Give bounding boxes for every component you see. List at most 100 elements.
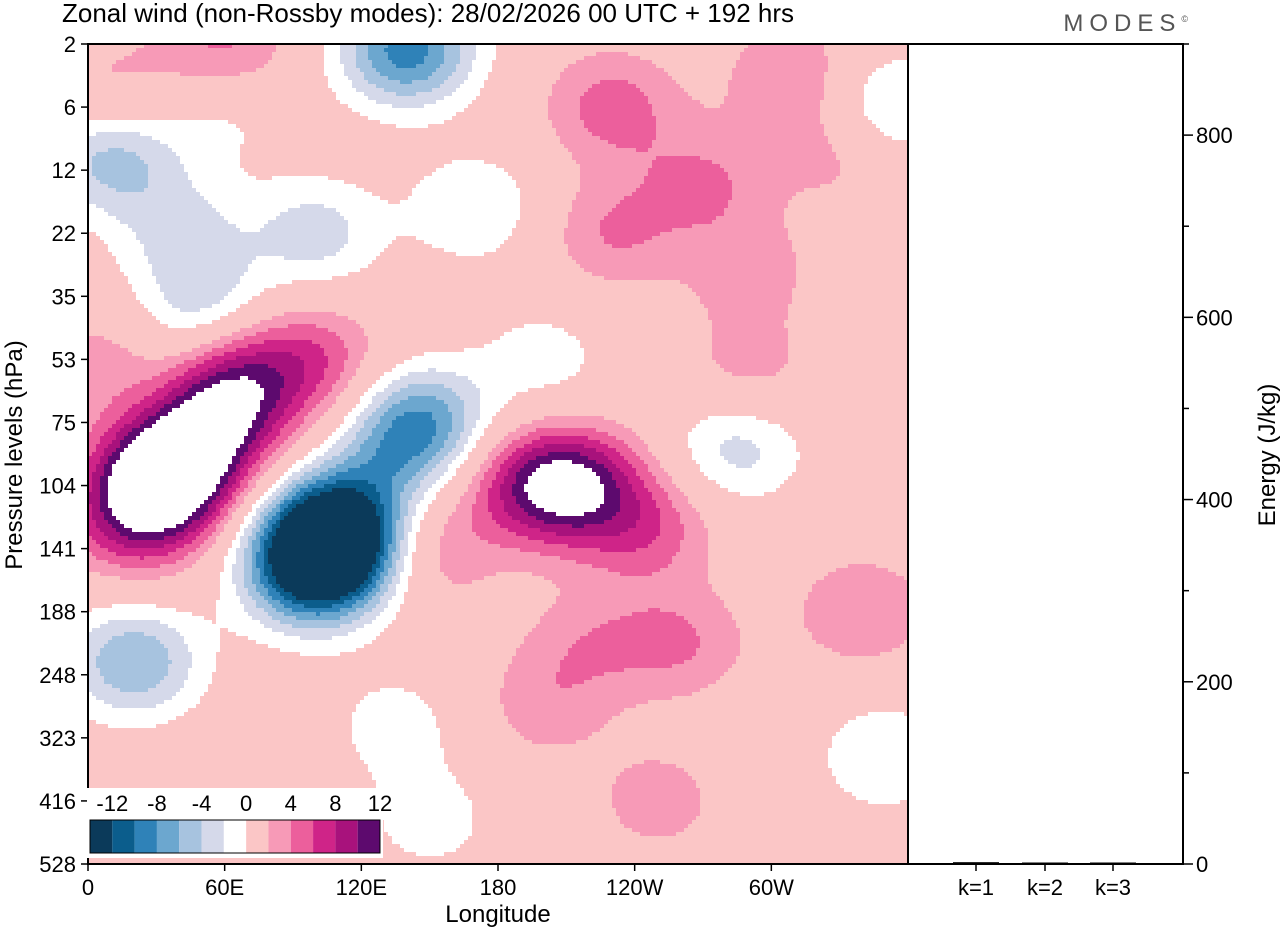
contour-cell [260, 540, 264, 544]
contour-cell [420, 528, 444, 532]
contour-cell [660, 520, 680, 524]
contour-cell [104, 532, 120, 536]
contour-cell [644, 180, 732, 184]
contour-cell [660, 464, 700, 468]
contour-cell [228, 492, 232, 496]
contour-cell [464, 792, 612, 796]
contour-cell [608, 456, 624, 460]
contour-cell [572, 156, 656, 160]
contour-cell [348, 352, 364, 356]
contour-cell [784, 428, 908, 432]
contour-cell [88, 344, 120, 348]
contour-cell [396, 564, 404, 568]
contour-cell [264, 420, 276, 424]
contour-cell [808, 596, 908, 600]
contour-cell [572, 204, 616, 208]
contour-cell [312, 476, 328, 480]
contour-cell [260, 568, 264, 572]
contour-cell [200, 532, 212, 536]
contour-cell [440, 548, 520, 552]
contour-cell [260, 292, 696, 296]
contour-cell [88, 784, 376, 788]
contour-cell [520, 456, 536, 460]
contour-cell [832, 144, 908, 148]
contour-cell [824, 80, 868, 84]
contour-cell [512, 724, 604, 728]
contour-cell [392, 500, 400, 504]
colorbar-swatch [179, 820, 202, 853]
contour-cell [440, 540, 488, 544]
energy-tick-label: 0 [1196, 852, 1208, 877]
contour-cell [792, 292, 908, 296]
contour-cell [596, 460, 612, 464]
contour-cell [400, 500, 408, 504]
contour-cell [580, 180, 644, 184]
contour-cell [500, 696, 672, 700]
contour-cell [208, 688, 380, 692]
contour-cell [128, 224, 236, 228]
contour-cell [268, 504, 276, 508]
contour-cell [784, 212, 908, 216]
contour-cell [100, 488, 108, 492]
contour-cell [92, 508, 100, 512]
contour-cell [436, 420, 452, 424]
contour-cell [636, 492, 652, 496]
contour-cell [156, 684, 184, 688]
contour-cell [740, 56, 828, 60]
contour-cell [388, 568, 396, 572]
contour-cell [708, 544, 908, 548]
contour-cell [260, 548, 264, 552]
contour-cell [88, 84, 328, 88]
contour-cell [420, 696, 500, 700]
contour-cell [820, 108, 864, 112]
contour-cell [232, 568, 244, 572]
contour-cell [384, 568, 388, 572]
contour-cell [656, 120, 820, 124]
contour-cell [116, 420, 132, 424]
contour-cell [88, 636, 112, 640]
contour-cell [704, 104, 720, 108]
bar-category-label: k=1 [958, 875, 994, 900]
contour-cell [668, 496, 688, 500]
contour-cell [88, 780, 376, 784]
contour-cell [348, 76, 364, 80]
y-tick-label: 528 [39, 852, 76, 877]
contour-cell [696, 652, 740, 656]
contour-cell [280, 600, 292, 604]
contour-cell [384, 592, 396, 596]
contour-cell [244, 440, 252, 444]
contour-cell [632, 484, 644, 488]
contour-cell [208, 684, 504, 688]
contour-cell [108, 404, 132, 408]
contour-cell [216, 516, 224, 520]
contour-cell [592, 628, 696, 632]
contour-cell [260, 572, 264, 576]
contour-cell [88, 548, 108, 552]
contour-cell [256, 352, 292, 356]
contour-cell [88, 588, 220, 592]
contour-cell [372, 428, 388, 432]
contour-cell [284, 500, 292, 504]
contour-cell [324, 460, 344, 464]
contour-cell [356, 184, 416, 188]
contour-cell [116, 552, 168, 556]
contour-cell [648, 464, 660, 468]
contour-cell [712, 328, 788, 332]
contour-cell [116, 188, 144, 192]
contour-cell [648, 444, 688, 448]
contour-cell [236, 592, 248, 596]
contour-cell [348, 456, 372, 460]
contour-cell [164, 528, 184, 532]
y-tick-label: 35 [52, 284, 76, 309]
contour-cell [692, 624, 736, 628]
contour-cell [216, 484, 224, 488]
contour-cell [332, 488, 356, 492]
contour-cell [612, 792, 700, 796]
contour-cell [252, 464, 260, 468]
contour-cell [824, 92, 864, 96]
contour-cell [100, 500, 108, 504]
contour-cell [116, 540, 176, 544]
contour-cell [384, 512, 392, 516]
contour-cell [340, 336, 368, 340]
contour-cell [464, 404, 480, 408]
